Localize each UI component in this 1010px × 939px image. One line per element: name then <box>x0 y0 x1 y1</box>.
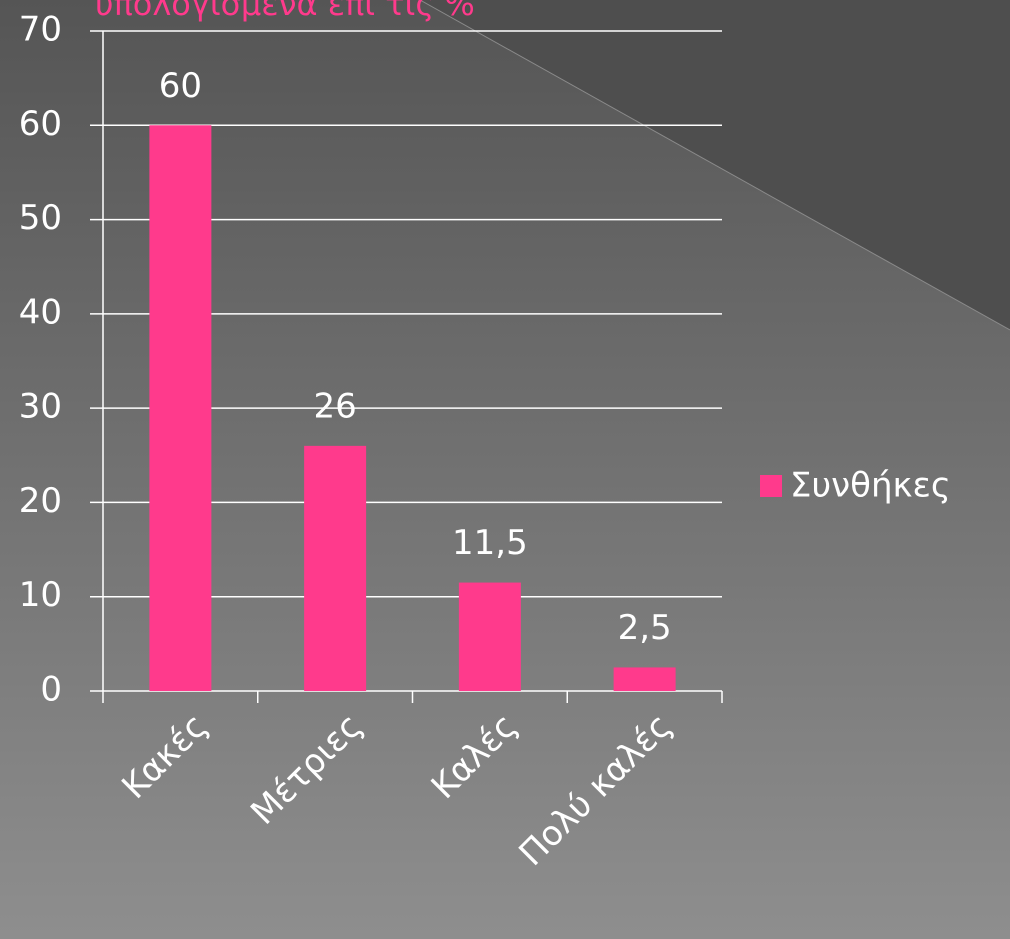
y-tick-label: 70 <box>19 10 62 50</box>
value-label: 11,5 <box>452 523 528 563</box>
bar <box>149 125 212 692</box>
y-tick-label: 60 <box>19 104 62 144</box>
y-tick-label: 0 <box>40 670 62 710</box>
chart-title: υπολογισμένα επί τις % <box>95 0 475 23</box>
y-tick-label: 10 <box>19 575 62 615</box>
corner-edge <box>419 0 1010 331</box>
value-label: 60 <box>159 66 202 106</box>
value-label: 26 <box>313 386 356 426</box>
y-tick-label: 20 <box>19 481 62 521</box>
y-tick-label: 50 <box>19 198 62 238</box>
y-tick-label: 30 <box>19 387 62 427</box>
y-tick-label: 40 <box>19 292 62 332</box>
bar <box>613 667 676 691</box>
value-label: 2,5 <box>618 608 672 648</box>
bar <box>304 445 367 691</box>
bar <box>458 582 521 691</box>
legend-swatch <box>760 475 782 497</box>
legend-label: Συνθήκες <box>790 466 951 506</box>
